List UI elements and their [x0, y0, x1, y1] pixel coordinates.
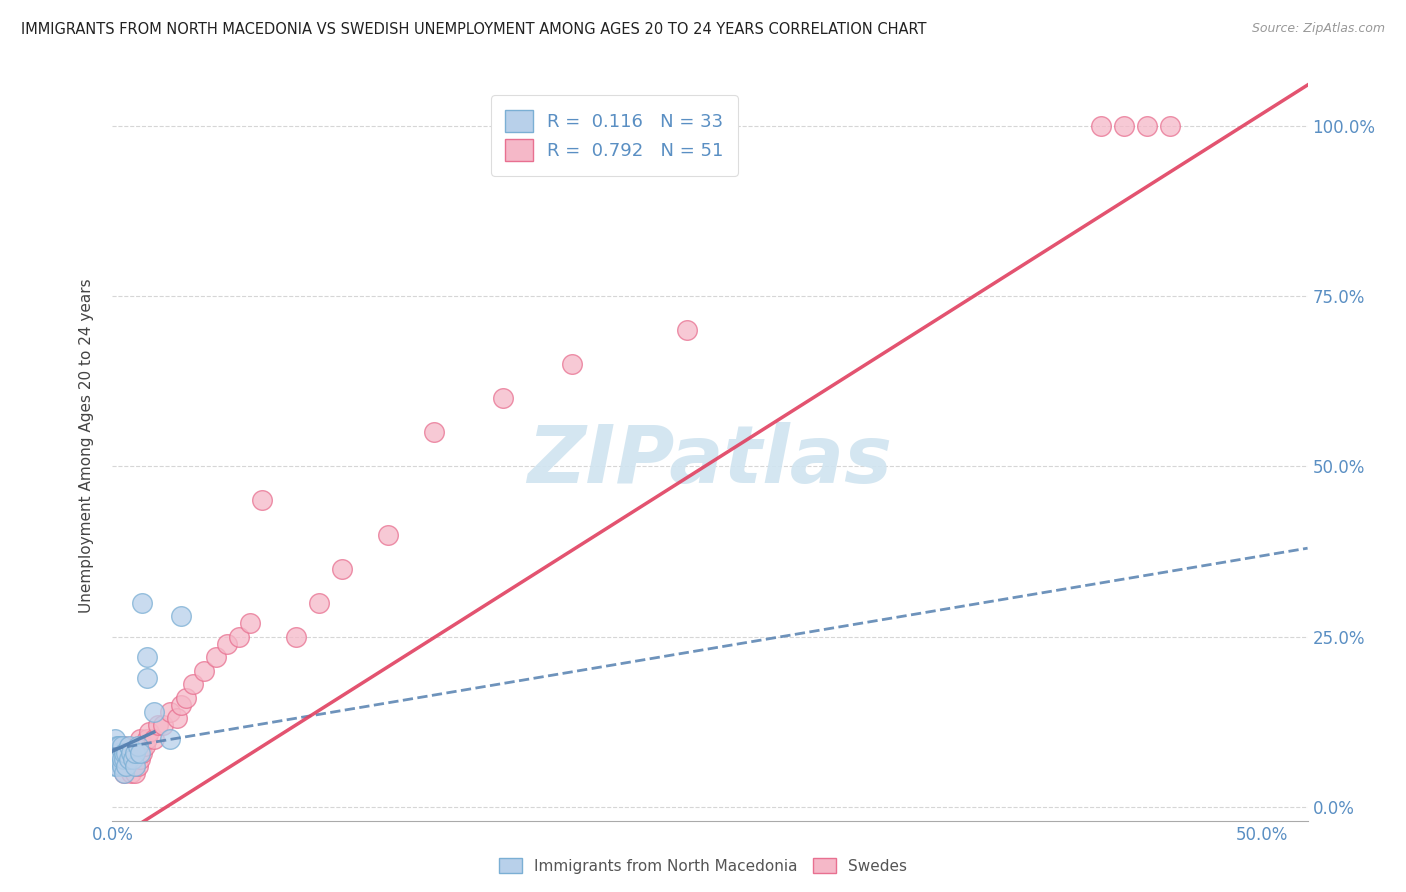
Point [108, 752, 131, 766]
Point [127, 739, 149, 753]
Point [120, 752, 142, 766]
Text: IMMIGRANTS FROM NORTH MACEDONIA VS SWEDISH UNEMPLOYMENT AMONG AGES 20 TO 24 YEAR: IMMIGRANTS FROM NORTH MACEDONIA VS SWEDI… [21, 22, 927, 37]
Point [117, 752, 139, 766]
Point [129, 752, 152, 766]
Point [124, 746, 146, 760]
Point [423, 425, 446, 440]
Point [170, 609, 193, 624]
Point [170, 698, 193, 712]
Point [561, 357, 583, 371]
Point [112, 752, 135, 766]
Point [115, 746, 138, 760]
Point [174, 691, 197, 706]
Y-axis label: Unemployment Among Ages 20 to 24 years: Unemployment Among Ages 20 to 24 years [79, 278, 94, 614]
Point [308, 596, 330, 610]
Point [111, 739, 134, 753]
Point [103, 752, 125, 766]
Point [159, 705, 181, 719]
Point [112, 739, 135, 753]
Point [111, 759, 134, 773]
Point [105, 759, 128, 773]
Point [136, 731, 159, 746]
Point [129, 746, 152, 760]
Point [108, 752, 131, 766]
Point [239, 616, 262, 631]
Point [492, 392, 515, 406]
Point [115, 746, 138, 760]
Point [115, 759, 138, 773]
Point [134, 739, 156, 753]
Point [120, 766, 142, 780]
Point [120, 746, 142, 760]
Point [104, 752, 127, 766]
Point [124, 746, 146, 760]
Point [1112, 119, 1135, 133]
Point [105, 746, 128, 760]
Point [131, 746, 153, 760]
Point [124, 766, 146, 780]
Point [112, 752, 135, 766]
Point [142, 705, 165, 719]
Point [1159, 119, 1181, 133]
Point [127, 759, 149, 773]
Point [148, 718, 170, 732]
Point [131, 596, 153, 610]
Point [111, 746, 134, 760]
Point [1136, 119, 1159, 133]
Point [108, 746, 131, 760]
Point [285, 630, 308, 644]
Text: Source: ZipAtlas.com: Source: ZipAtlas.com [1251, 22, 1385, 36]
Point [166, 711, 188, 725]
Point [117, 752, 139, 766]
Point [115, 759, 138, 773]
Point [228, 630, 250, 644]
Point [142, 731, 165, 746]
Point [104, 731, 127, 746]
Point [129, 731, 152, 746]
Text: ZIPatlas: ZIPatlas [527, 422, 893, 500]
Point [108, 739, 131, 753]
Point [105, 739, 128, 753]
Point [111, 752, 134, 766]
Point [181, 677, 204, 691]
Legend: R =  0.116   N = 33, R =  0.792   N = 51: R = 0.116 N = 33, R = 0.792 N = 51 [491, 95, 738, 176]
Point [111, 759, 134, 773]
Point [676, 323, 699, 337]
Point [117, 759, 139, 773]
Point [136, 650, 159, 665]
Point [1090, 119, 1112, 133]
Point [205, 650, 228, 665]
Point [152, 718, 174, 732]
Point [120, 746, 142, 760]
Point [122, 752, 145, 766]
Point [124, 759, 146, 773]
Point [127, 739, 149, 753]
Point [112, 766, 135, 780]
Point [193, 664, 215, 678]
Point [136, 671, 159, 685]
Point [159, 731, 181, 746]
Point [104, 759, 127, 773]
Point [217, 636, 239, 650]
Point [138, 725, 160, 739]
Point [330, 561, 353, 575]
Legend: Immigrants from North Macedonia, Swedes: Immigrants from North Macedonia, Swedes [494, 852, 912, 880]
Point [122, 759, 145, 773]
Point [377, 527, 399, 541]
Point [104, 746, 127, 760]
Point [112, 746, 135, 760]
Point [112, 766, 135, 780]
Point [250, 493, 273, 508]
Point [122, 752, 145, 766]
Point [117, 739, 139, 753]
